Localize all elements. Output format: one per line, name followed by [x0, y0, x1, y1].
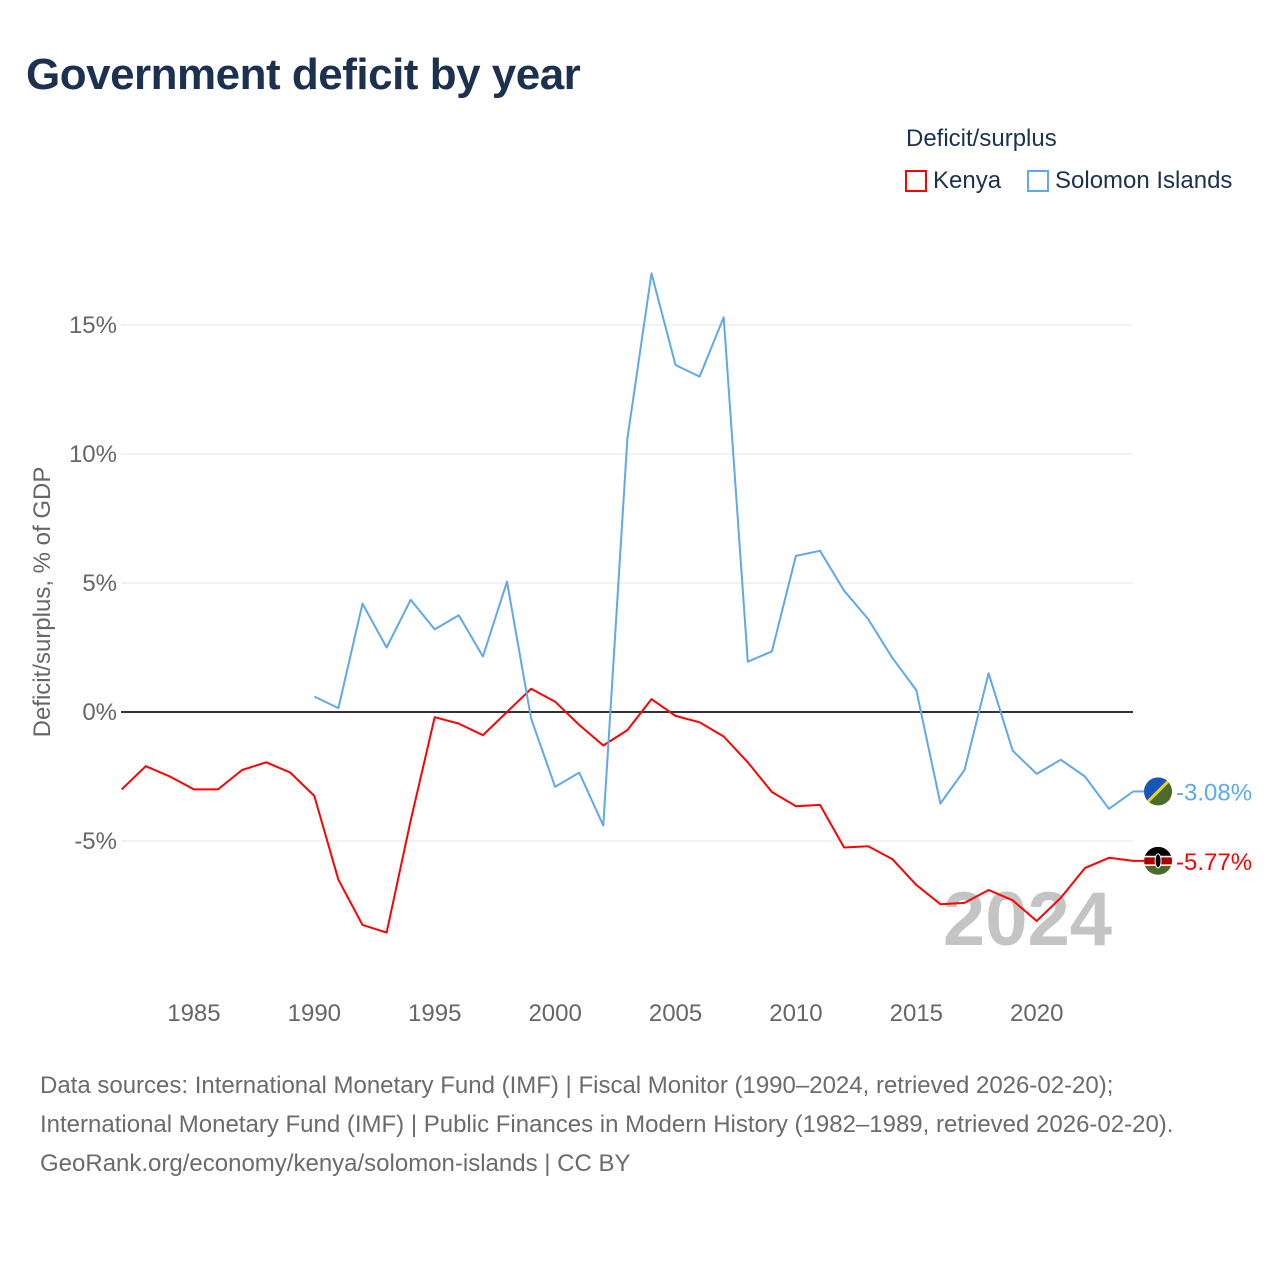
- legend-item-kenya[interactable]: Kenya: [905, 167, 1001, 195]
- end-value-label: -3.08%: [1176, 779, 1252, 806]
- x-tick-label: 1995: [408, 1000, 461, 1027]
- solomon-islands-flag-icon: [1144, 777, 1173, 806]
- flag-stripe: [1144, 777, 1173, 806]
- x-tick-label: 2000: [528, 1000, 581, 1027]
- x-tick-label: 2010: [769, 1000, 822, 1027]
- credit-link[interactable]: GeoRank.org/economy/kenya/solomon-island…: [40, 1150, 631, 1177]
- x-tick-label: 1985: [167, 1000, 220, 1027]
- legend-swatch-solomon-islands: [1027, 170, 1049, 192]
- flag-body: [1144, 777, 1173, 806]
- flag-stripe: [1144, 846, 1173, 856]
- series-line-kenya: [121, 687, 1134, 934]
- flag-shield: [1154, 853, 1162, 869]
- x-tick-label: 1990: [288, 1000, 341, 1027]
- x-tick-label: 2015: [890, 1000, 943, 1027]
- chart-title: Government deficit by year: [26, 50, 581, 99]
- footer: Data sources: International Monetary Fun…: [40, 1066, 1240, 1183]
- legend-title: Deficit/surplus: [906, 125, 1057, 152]
- end-value-label: -5.77%: [1176, 849, 1252, 876]
- data-sources: Data sources: International Monetary Fun…: [40, 1072, 1174, 1138]
- y-tick-label: 15%: [69, 312, 117, 339]
- y-tick-label: 5%: [82, 570, 117, 597]
- y-tick-label: 0%: [82, 699, 117, 726]
- series-line-solomon-islands: [313, 272, 1134, 827]
- flag-stripe: [1144, 865, 1173, 875]
- x-tick-label: 2020: [1010, 1000, 1063, 1027]
- year-watermark: 2024: [943, 877, 1112, 962]
- legend-label: Kenya: [933, 167, 1002, 194]
- kenya-flag-icon: [1144, 846, 1173, 875]
- y-tick-label: -5%: [74, 828, 117, 855]
- legend-label: Solomon Islands: [1055, 167, 1233, 194]
- y-axis-label: Deficit/surplus, % of GDP: [29, 467, 56, 738]
- x-tick-label: 2005: [649, 1000, 702, 1027]
- legend-item-solomon-islands[interactable]: Solomon Islands: [1027, 167, 1232, 195]
- flag-body: [1144, 846, 1173, 875]
- legend-swatch-kenya: [905, 170, 927, 192]
- y-tick-label: 10%: [69, 441, 117, 468]
